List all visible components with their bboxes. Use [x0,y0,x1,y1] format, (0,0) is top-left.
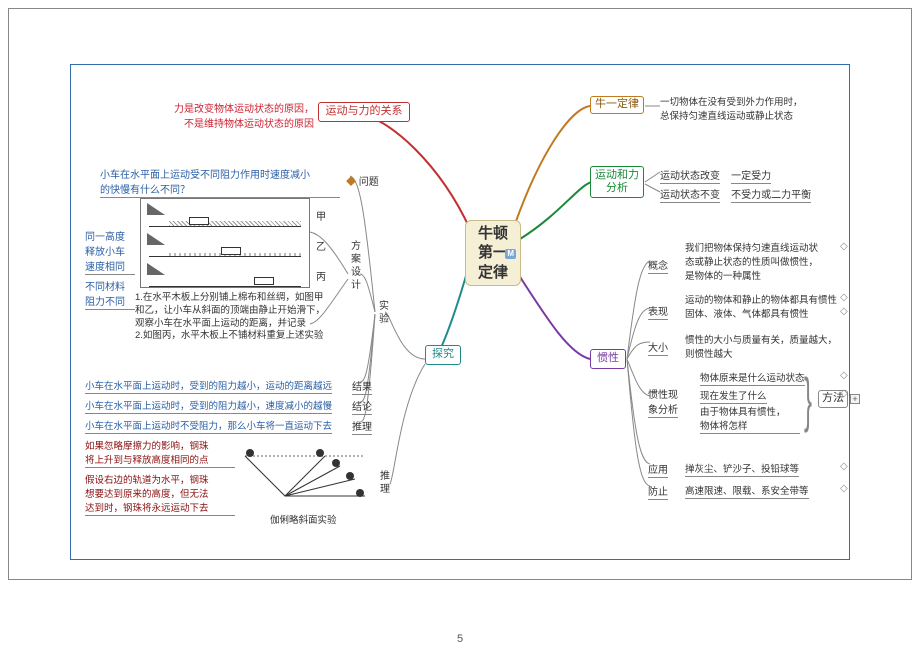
inertia-phenom-0: 物体原来是什么运动状态 [700,370,805,386]
box-explore: 探究 [425,345,461,365]
inertia-app: 掸灰尘、铲沙子、投铅球等 [685,461,799,477]
plan-label: 方 案 设 计 [351,240,361,292]
exp-label: 实 验 [379,300,389,326]
row-2: 小车在水平面上运动时不受阻力，那么小车将一直运动下去 [85,418,332,434]
analysis-row-1: 运动状态不变 不受力或二力平衡 [660,186,811,201]
diff-material: 不同材料 阻力不同 [85,278,135,310]
analysis-l1: 运动状态不变 [660,190,720,203]
analysis-r0: 一定受力 [731,171,771,184]
question-label: ◆ 问题 [346,173,379,188]
procedure: 1.在水平木板上分别铺上棉布和丝绸，如图甲 和乙，让小车从斜面的顶端由静止开始滑… [135,292,345,343]
inertia-app-label: 应用 [648,461,668,478]
surf-label-2: 丙 [316,268,326,283]
inertia-prevent: 高速限速、限载、系安全带等 [685,483,809,499]
inertia-concept: 我们把物体保持匀速直线运动状 态或静止状态的性质叫做惯性， 是物体的一种属性 [685,240,845,282]
diagram-surfaces [140,198,310,288]
box-analysis-label: 运动和力 分析 [595,169,639,195]
surf-label-0: 甲 [316,208,326,223]
row-1-tag: 结论 [352,398,372,415]
inertia-phenom-1: 现在发生了什么 [700,388,767,404]
galileo-b: 假设右边的轨道为水平，钢珠 想要达到原来的高度，但无法 达到时，钢珠将永远运动下… [85,472,235,516]
analysis-l0: 运动状态改变 [660,171,720,184]
curly-brace: } [804,370,812,430]
galileo-tag: 推 理 [380,470,390,496]
box-motion-force: 运动与力的关系 [318,102,410,122]
inertia-phenom-label: 惯性现 象分析 [648,386,678,418]
inertia-manifest-label: 表现 [648,303,668,320]
expand-icon[interactable]: + [850,394,860,404]
center-topic: 牛顿 第一 定律 M [465,220,521,286]
box-law1: 牛一定律 [590,96,644,114]
box-law1-label: 牛一定律 [595,98,639,111]
analysis-row-0: 运动状态改变 一定受力 [660,167,771,182]
same-height: 同一高度 释放小车 速度相同 [85,228,135,275]
box-inertia: 惯性 [590,349,626,369]
text-law1-desc: 一切物体在没有受到外力作用时， 总保持匀速直线运动或静止状态 [660,94,830,122]
box-motion-force-label: 运动与力的关系 [326,105,403,118]
box-analysis: 运动和力 分析 [590,166,644,198]
row-1: 小车在水平面上运动时，受到的阻力越小，速度减小的越慢 [85,398,332,414]
inertia-manifest: 运动的物体和静止的物体都具有惯性 固体、液体、气体都具有惯性 [685,292,860,320]
row-2-tag: 推理 [352,418,372,435]
box-explore-label: 探究 [432,348,454,361]
question-text: 小车在水平面上运动受不同阻力作用时速度减小 的快慢有什么不同？ [100,166,340,198]
inertia-size: 惯性的大小与质量有关，质量越大， 则惯性越大 [685,332,850,360]
surf-label-1: 乙 [316,238,326,253]
galileo-a: 如果忽略摩擦力的影响，钢珠 将上升到与释放高度相同的点 [85,438,235,468]
galileo-caption: 伽俐略斜面实验 [270,512,337,526]
inertia-phenom-2: 由于物体具有惯性， 物体将怎样 [700,404,800,434]
inertia-prevent-label: 防止 [648,483,668,500]
row-0: 小车在水平面上运动时，受到的阻力越小，运动的距离越远 [85,378,332,394]
inertia-concept-label: 概念 [648,257,668,274]
center-badge: M [505,249,516,259]
inertia-size-label: 大小 [648,339,668,356]
center-title: 牛顿 第一 定律 [478,224,508,283]
diagram-galileo [240,441,370,509]
text-force-reason: 力是改变物体运动状态的原因， 不是维持物体运动状态的原因 [154,100,314,130]
row-0-tag: 结果 [352,378,372,395]
page-number: 5 [457,633,463,645]
box-inertia-label: 惯性 [597,352,619,365]
analysis-r1: 不受力或二力平衡 [731,190,811,203]
